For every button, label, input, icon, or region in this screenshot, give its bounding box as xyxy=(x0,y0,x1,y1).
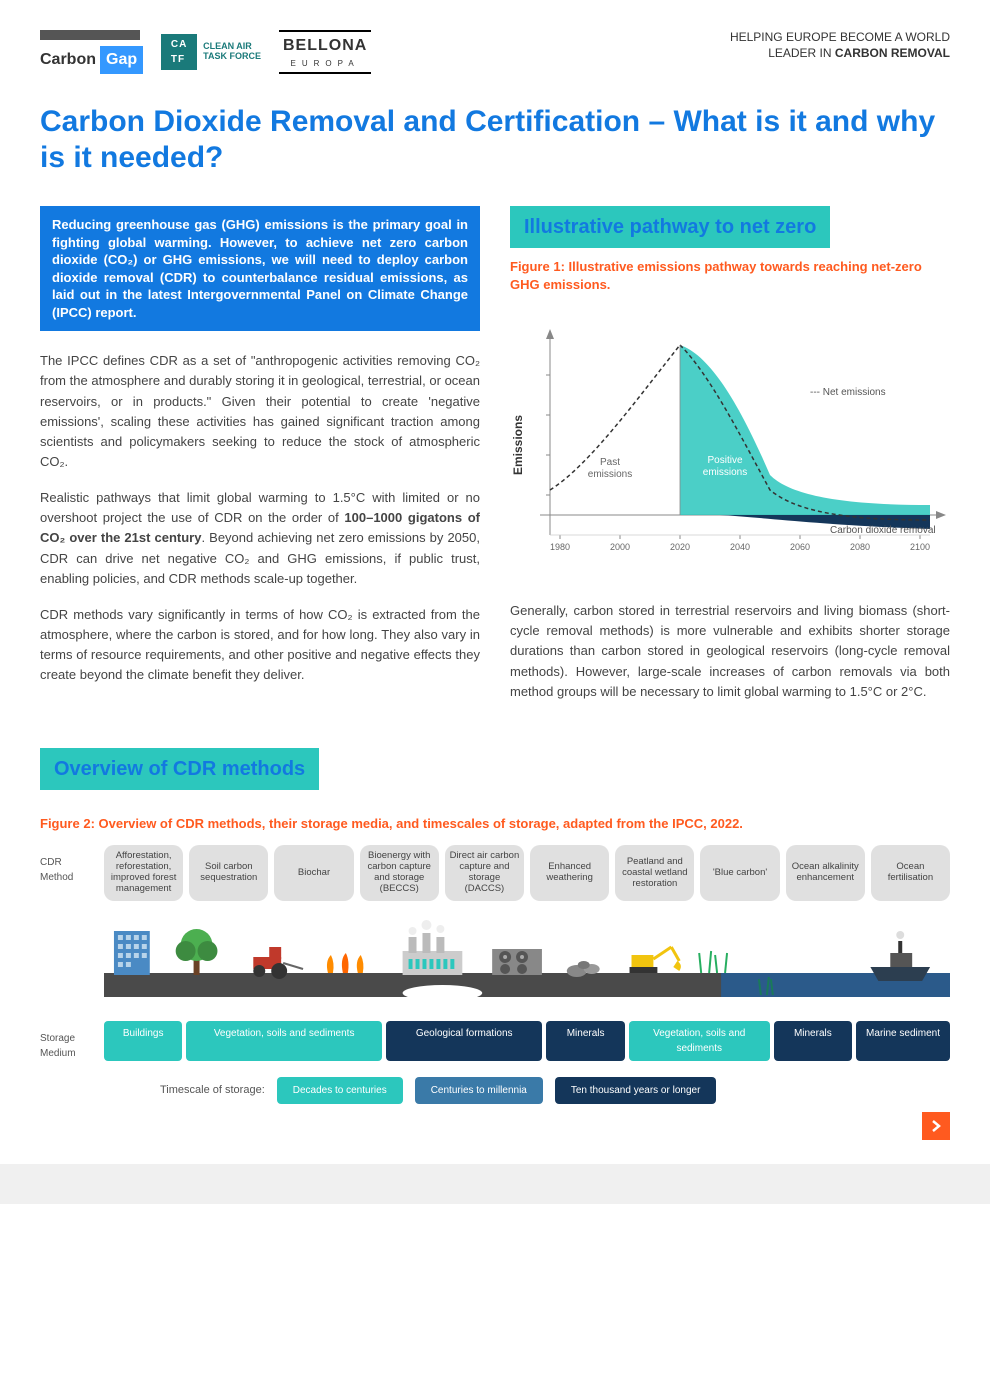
figure-2-caption: Figure 2: Overview of CDR methods, their… xyxy=(40,814,950,834)
svg-text:2040: 2040 xyxy=(730,542,750,552)
page-title: Carbon Dioxide Removal and Certification… xyxy=(40,104,950,176)
intro-highlight-box: Reducing greenhouse gas (GHG) emissions … xyxy=(40,206,480,331)
page-header: Carbon Gap CATF CLEAN AIRTASK FORCE BELL… xyxy=(40,30,950,74)
catf-text: CLEAN AIRTASK FORCE xyxy=(203,42,261,62)
svg-text:emissions: emissions xyxy=(588,469,632,480)
left-column: Reducing greenhouse gas (GHG) emissions … xyxy=(40,206,480,718)
figure-1-caption: Figure 1: Illustrative emissions pathway… xyxy=(510,258,950,293)
figure-1-chart: Emissions 1980 2000 2020 2040 2060 2080 xyxy=(510,305,950,585)
paragraph-right: Generally, carbon stored in terrestrial … xyxy=(510,601,950,702)
pathway-header: Illustrative pathway to net zero xyxy=(510,206,830,248)
chevron-right-icon xyxy=(929,1119,943,1133)
carbon-gap-logo: Carbon Gap xyxy=(40,30,143,74)
cdr-method-box: 'Blue carbon' xyxy=(700,845,779,901)
timescale-row: Timescale of storage: Decades to centuri… xyxy=(160,1077,950,1104)
cdr-method-box: Afforestation, reforestation, improved f… xyxy=(104,845,183,901)
cdr-method-box: Ocean alkalinity enhancement xyxy=(786,845,865,901)
timescale-box: Decades to centuries xyxy=(277,1077,403,1104)
svg-text:emissions: emissions xyxy=(703,467,747,478)
storage-medium-box: Vegetation, soils and sediments xyxy=(629,1021,770,1061)
right-column: Illustrative pathway to net zero Figure … xyxy=(510,206,950,718)
storage-medium-box: Minerals xyxy=(546,1021,624,1061)
storage-medium-box: Vegetation, soils and sediments xyxy=(186,1021,382,1061)
paragraph-1: The IPCC defines CDR as a set of "anthro… xyxy=(40,351,480,472)
svg-text:2060: 2060 xyxy=(790,542,810,552)
chart1-label-cdr: Carbon dioxide removal xyxy=(830,525,936,536)
paragraph-2: Realistic pathways that limit global war… xyxy=(40,488,480,589)
footer-bar xyxy=(0,1164,990,1204)
carbon-text: Carbon xyxy=(40,48,96,72)
timescale-box: Centuries to millennia xyxy=(415,1077,543,1104)
catf-square: CATF xyxy=(161,34,197,70)
svg-text:2100: 2100 xyxy=(910,542,930,552)
cdr-illustration xyxy=(104,911,950,1011)
paragraph-3: CDR methods vary significantly in terms … xyxy=(40,605,480,686)
chart1-ylabel: Emissions xyxy=(511,415,525,475)
storage-medium-box: Marine sediment xyxy=(856,1021,950,1061)
catf-logo: CATF CLEAN AIRTASK FORCE xyxy=(161,34,261,70)
logo-group: Carbon Gap CATF CLEAN AIRTASK FORCE BELL… xyxy=(40,30,371,74)
cdr-method-box: Peatland and coastal wetland restoration xyxy=(615,845,694,901)
chart1-label-past: Past xyxy=(600,457,620,468)
timescale-label: Timescale of storage: xyxy=(160,1082,265,1099)
storage-label: StorageMedium xyxy=(40,1021,98,1061)
next-page-button[interactable] xyxy=(922,1112,950,1140)
storage-medium-row: StorageMedium BuildingsVegetation, soils… xyxy=(40,1021,950,1061)
cdr-method-box: Enhanced weathering xyxy=(530,845,609,901)
chart1-xticks: 1980 2000 2020 2040 2060 2080 2100 xyxy=(550,535,930,552)
cdr-method-box: Soil carbon sequestration xyxy=(189,845,268,901)
bellona-sub: EUROPA xyxy=(291,58,360,70)
chart1-positive-area xyxy=(680,345,930,515)
cdr-methods-row: CDRMethod Afforestation, reforestation, … xyxy=(40,845,950,901)
overview-section: Overview of CDR methods Figure 2: Overvi… xyxy=(40,748,950,1104)
storage-medium-box: Geological formations xyxy=(386,1021,543,1061)
svg-text:2000: 2000 xyxy=(610,542,630,552)
storage-medium-box: Minerals xyxy=(774,1021,852,1061)
chart1-label-net: --- Net emissions xyxy=(810,387,886,398)
storage-medium-box: Buildings xyxy=(104,1021,182,1061)
cdr-method-box: Ocean fertilisation xyxy=(871,845,950,901)
cdr-method-box: Bioenergy with carbon capture and storag… xyxy=(360,845,439,901)
cdr-method-label: CDRMethod xyxy=(40,845,98,885)
bellona-logo: BELLONA EUROPA xyxy=(279,30,371,74)
chart1-label-positive: Positive xyxy=(707,455,742,466)
svg-text:2020: 2020 xyxy=(670,542,690,552)
header-tagline: HELPING EUROPE BECOME A WORLD LEADER IN … xyxy=(730,30,950,61)
cdr-method-box: Direct air carbon capture and storage (D… xyxy=(445,845,524,901)
svg-text:2080: 2080 xyxy=(850,542,870,552)
cdr-method-box: Biochar xyxy=(274,845,353,901)
gap-text: Gap xyxy=(100,46,143,74)
overview-header: Overview of CDR methods xyxy=(40,748,319,790)
bellona-main: BELLONA xyxy=(283,34,367,58)
svg-text:1980: 1980 xyxy=(550,542,570,552)
timescale-box: Ten thousand years or longer xyxy=(555,1077,717,1104)
